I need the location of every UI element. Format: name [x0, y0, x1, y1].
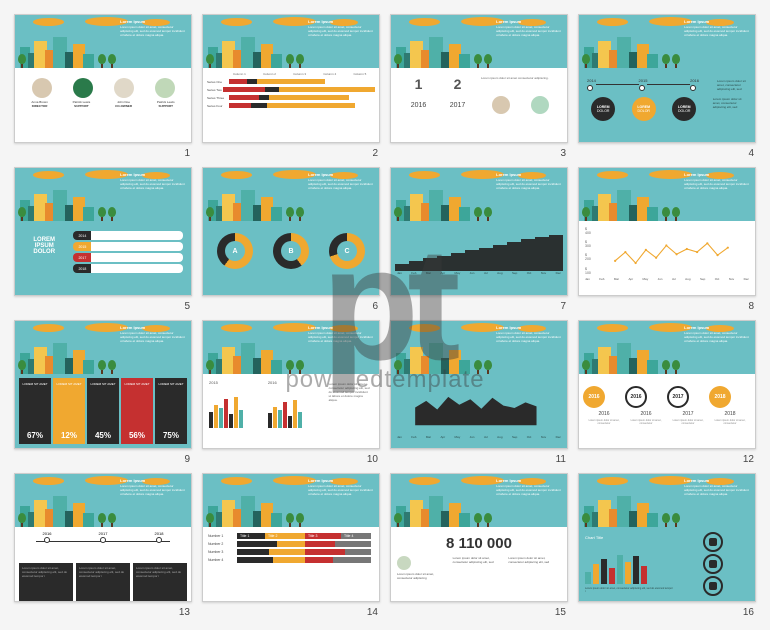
- slide-number: 2: [372, 148, 378, 159]
- percent-cards: LOREM SIT AMET67%LOREM SIT AMET12%LOREM …: [19, 378, 187, 444]
- slide-content: LOREM SIT AMET67%LOREM SIT AMET12%LOREM …: [15, 374, 191, 448]
- slide-content: JanFebMarAprMayJunJulAugSepOctNovDec: [391, 221, 567, 295]
- donut-chart: B: [273, 233, 309, 269]
- slide-number: 9: [184, 454, 190, 465]
- slide-number: 16: [743, 607, 754, 618]
- team-member: John DoeCO-OWNER: [115, 100, 132, 108]
- area-chart: [395, 378, 563, 429]
- slide-number: 7: [560, 301, 566, 312]
- slide-7[interactable]: Lorem IpsumLorem ipsum dolor sit amet, c…: [390, 167, 568, 296]
- slide-content: ABC: [203, 221, 379, 295]
- team-member: Anna BrownDIRECTOR: [31, 100, 47, 108]
- slide-number: 10: [367, 454, 378, 465]
- slide-15[interactable]: Lorem IpsumLorem ipsum dolor sit amet, c…: [390, 473, 568, 602]
- slide-content: Column 1Column 2Column 3Column 4Column 5…: [203, 68, 379, 142]
- slide-number: 15: [555, 607, 566, 618]
- team-avatar: [114, 78, 134, 98]
- feature-icon: [703, 554, 723, 574]
- slide-content: LOREMIPSUMDOLOR2014201520172018: [15, 221, 191, 295]
- slide-13[interactable]: Lorem IpsumLorem ipsum dolor sit amet, c…: [14, 473, 192, 602]
- slide-content: $ 400$ 300$ 200$ 100JanFebMarAprMayJunJu…: [579, 221, 755, 295]
- slide-number: 12: [743, 454, 754, 465]
- slide-grid: Lorem IpsumLorem ipsum dolor sit amet, c…: [0, 0, 770, 630]
- donut-chart: C: [329, 233, 365, 269]
- slide-content: 8 110 000Lorem ipsum dolor sit amet, con…: [391, 527, 567, 601]
- team-member: Patrick LewisSUPPORT: [157, 100, 175, 108]
- slide-number: 14: [367, 607, 378, 618]
- slide-2[interactable]: Lorem IpsumLorem ipsum dolor sit amet, c…: [202, 14, 380, 143]
- slide-6[interactable]: Lorem IpsumLorem ipsum dolor sit amet, c…: [202, 167, 380, 296]
- column-chart: [395, 225, 563, 271]
- slide-8[interactable]: Lorem IpsumLorem ipsum dolor sit amet, c…: [578, 167, 756, 296]
- slide-12[interactable]: Lorem IpsumLorem ipsum dolor sit amet, c…: [578, 320, 756, 449]
- slide-number: 11: [556, 454, 566, 465]
- slide-4[interactable]: Lorem IpsumLorem ipsum dolor sit amet, c…: [578, 14, 756, 143]
- team-avatar: [155, 78, 175, 98]
- slide-number: 13: [179, 607, 190, 618]
- line-chart: [595, 225, 751, 276]
- segment-table: Number 1Title 1Title 2Title 3Title 4Numb…: [207, 531, 375, 563]
- big-number: 8 110 000: [395, 531, 563, 552]
- year-circles: 20162016Lorem ipsum dolor sit amet, cons…: [583, 378, 751, 425]
- slide-number: 3: [560, 148, 566, 159]
- slide-number: 1: [184, 148, 190, 159]
- team-avatar: [73, 78, 93, 98]
- slide-content: 20162016Lorem ipsum dolor sit amet, cons…: [579, 374, 755, 448]
- donut-chart: A: [217, 233, 253, 269]
- slide-1[interactable]: Lorem IpsumLorem ipsum dolor sit amet, c…: [14, 14, 192, 143]
- slide-number: 8: [748, 301, 754, 312]
- slide-number: 6: [372, 301, 378, 312]
- slide-content: Chart TitleLorem ipsum dolor sit amet, c…: [579, 527, 755, 601]
- slide-3[interactable]: Lorem IpsumLorem ipsum dolor sit amet, c…: [390, 14, 568, 143]
- slide-number: 4: [748, 148, 754, 159]
- slide-10[interactable]: Lorem IpsumLorem ipsum dolor sit amet, c…: [202, 320, 380, 449]
- slide-content: 201620172018Lorem ipsum dolor sit amet, …: [15, 527, 191, 601]
- slide-content: JanFebMarAprMayJunJulAugSepOctNovDec: [391, 374, 567, 448]
- slide-content: 20152016Lorem ipsum dolor sit amet, cons…: [203, 374, 379, 448]
- slide-16[interactable]: Lorem IpsumLorem ipsum dolor sit amet, c…: [578, 473, 756, 602]
- slide-content: Anna BrownDIRECTOR Patrick LewisSUPPORT Jo…: [15, 68, 191, 142]
- slide-content: 12Lorem ipsum dolor sit amet consectetur…: [391, 68, 567, 142]
- slide-content: 201420152016Lorem ipsum dolor sit amet, …: [579, 68, 755, 142]
- feature-icon: [703, 532, 723, 552]
- team-member: Patrick LewisSUPPORT: [73, 100, 91, 108]
- team-avatar: [32, 78, 52, 98]
- slide-14[interactable]: Lorem IpsumLorem ipsum dolor sit amet, c…: [202, 473, 380, 602]
- slide-11[interactable]: Lorem IpsumLorem ipsum dolor sit amet, c…: [390, 320, 568, 449]
- feature-icon: [703, 576, 723, 596]
- slide-5[interactable]: Lorem IpsumLorem ipsum dolor sit amet, c…: [14, 167, 192, 296]
- slide-number: 5: [184, 301, 190, 312]
- slide-9[interactable]: Lorem IpsumLorem ipsum dolor sit amet, c…: [14, 320, 192, 449]
- slide-content: Number 1Title 1Title 2Title 3Title 4Numb…: [203, 527, 379, 601]
